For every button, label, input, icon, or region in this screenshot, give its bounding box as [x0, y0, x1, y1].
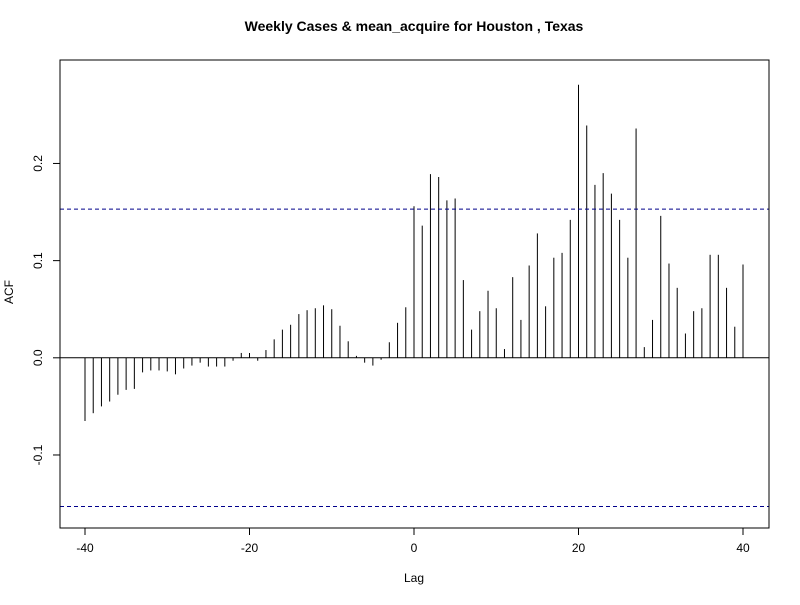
y-axis: -0.1 0.0 0.1 0.2: [31, 155, 61, 465]
chart-title: Weekly Cases & mean_acquire for Houston …: [245, 18, 584, 34]
y-tick-label: 0.2: [31, 155, 45, 172]
acf-bars: [84, 84, 744, 421]
x-tick-label: -20: [241, 541, 259, 555]
x-tick-label: 40: [736, 541, 750, 555]
plot-frame: [59, 59, 770, 529]
y-tick-label: 0.0: [31, 349, 45, 366]
x-tick-label: -40: [76, 541, 94, 555]
reference-lines: [60, 208, 769, 507]
y-tick-label: 0.1: [31, 252, 45, 269]
x-tick-label: 0: [411, 541, 418, 555]
y-tick-label: -0.1: [31, 444, 45, 465]
x-axis: -40 -20 0 20 40: [76, 527, 750, 555]
y-axis-label: ACF: [2, 280, 16, 304]
x-tick-label: 20: [572, 541, 586, 555]
x-axis-label: Lag: [404, 571, 424, 585]
